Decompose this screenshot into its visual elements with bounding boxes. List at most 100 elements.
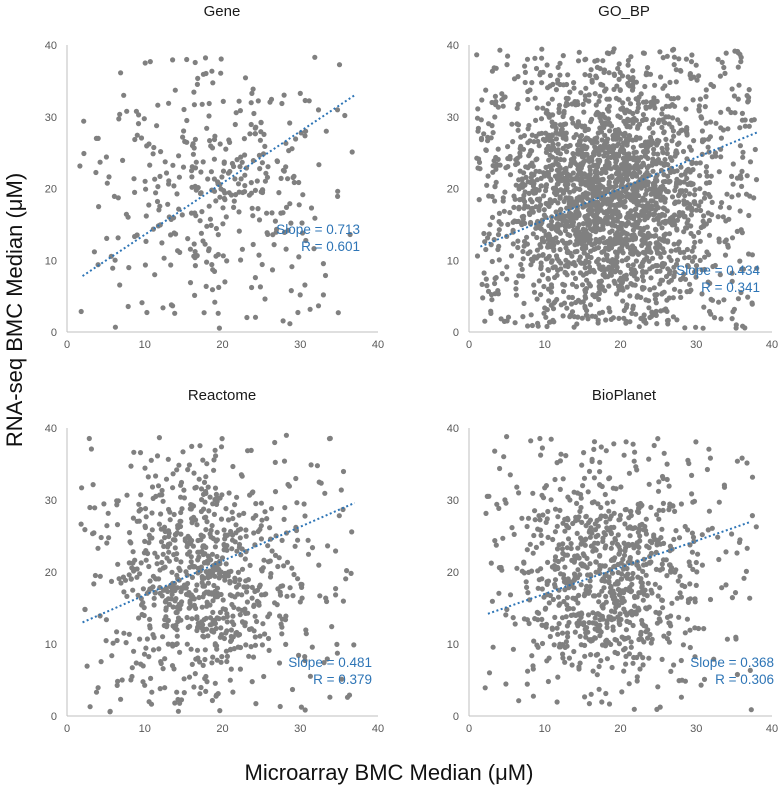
- data-point: [136, 501, 142, 507]
- data-point: [666, 231, 673, 237]
- data-point: [235, 644, 241, 650]
- data-point: [639, 197, 645, 203]
- data-point: [155, 483, 162, 489]
- data-point: [603, 252, 610, 258]
- data-point: [103, 154, 109, 160]
- data-point: [88, 446, 94, 452]
- data-point: [164, 622, 170, 628]
- data-point: [535, 138, 541, 144]
- data-point: [249, 205, 255, 211]
- data-point: [609, 208, 615, 214]
- data-point: [490, 163, 496, 169]
- data-point: [205, 484, 211, 490]
- data-point: [106, 174, 112, 180]
- data-point: [273, 229, 279, 235]
- data-point: [134, 518, 140, 524]
- data-point: [740, 154, 746, 160]
- data-point: [582, 542, 588, 548]
- data-point: [502, 94, 508, 100]
- data-point: [211, 511, 217, 517]
- data-point: [320, 292, 326, 298]
- y-tick-label: 10: [447, 255, 459, 267]
- data-point: [607, 475, 613, 481]
- data-point: [212, 680, 218, 686]
- data-point: [559, 556, 566, 562]
- data-point: [158, 511, 164, 517]
- data-point: [682, 325, 688, 331]
- data-point: [562, 564, 568, 570]
- data-point: [621, 133, 627, 139]
- data-point: [176, 153, 182, 159]
- data-point: [160, 666, 166, 672]
- data-point: [517, 153, 523, 159]
- data-point: [295, 309, 301, 316]
- data-point: [245, 610, 251, 616]
- data-point: [599, 699, 605, 705]
- data-point: [137, 450, 144, 456]
- data-point: [535, 320, 541, 326]
- data-point: [278, 621, 284, 627]
- data-point: [181, 106, 187, 113]
- data-point: [653, 312, 659, 318]
- data-point: [189, 574, 195, 581]
- data-point: [224, 543, 230, 549]
- data-point: [315, 107, 322, 113]
- data-point: [542, 485, 548, 491]
- data-point: [749, 513, 756, 519]
- data-point: [132, 136, 138, 143]
- data-point: [206, 508, 212, 514]
- data-point: [255, 206, 261, 212]
- data-point: [693, 559, 699, 566]
- data-point: [305, 537, 311, 543]
- data-point: [724, 191, 730, 197]
- data-point: [165, 541, 171, 547]
- data-point: [323, 595, 329, 601]
- data-point: [242, 172, 248, 178]
- data-point: [552, 554, 559, 560]
- data-point: [718, 316, 724, 322]
- data-point: [594, 672, 600, 678]
- data-point: [539, 80, 545, 86]
- data-point: [184, 614, 190, 621]
- data-point: [554, 546, 561, 552]
- data-point: [557, 122, 564, 128]
- data-point: [631, 150, 637, 156]
- data-point: [692, 239, 698, 245]
- data-point: [214, 585, 221, 591]
- data-point: [180, 134, 186, 140]
- data-point: [203, 527, 209, 533]
- data-point: [583, 630, 589, 636]
- x-tick-label: 10: [539, 339, 551, 351]
- data-point: [340, 598, 346, 604]
- data-point: [664, 308, 670, 314]
- data-point: [592, 540, 598, 546]
- data-point: [587, 236, 594, 243]
- data-point: [153, 473, 159, 479]
- data-point: [547, 242, 554, 248]
- data-point: [336, 513, 342, 519]
- data-point: [682, 630, 688, 636]
- data-point: [497, 465, 503, 472]
- data-point: [708, 119, 714, 125]
- data-point: [659, 597, 666, 604]
- x-tick-label: 20: [216, 723, 228, 735]
- data-point: [250, 158, 256, 164]
- data-point: [664, 150, 670, 157]
- data-point: [130, 515, 136, 521]
- data-point: [159, 240, 165, 246]
- data-point: [515, 74, 521, 80]
- data-point: [170, 162, 176, 168]
- data-point: [687, 72, 693, 78]
- data-point: [600, 226, 606, 232]
- data-point: [692, 596, 698, 602]
- data-point: [709, 199, 715, 205]
- data-point: [203, 688, 209, 695]
- data-point: [132, 557, 138, 563]
- annotation-slope: Slope = 0.368: [690, 655, 774, 670]
- data-point: [646, 481, 652, 487]
- data-point: [538, 183, 544, 189]
- data-point: [615, 224, 622, 230]
- data-point: [648, 99, 654, 105]
- data-point: [547, 152, 553, 158]
- data-point: [678, 276, 684, 283]
